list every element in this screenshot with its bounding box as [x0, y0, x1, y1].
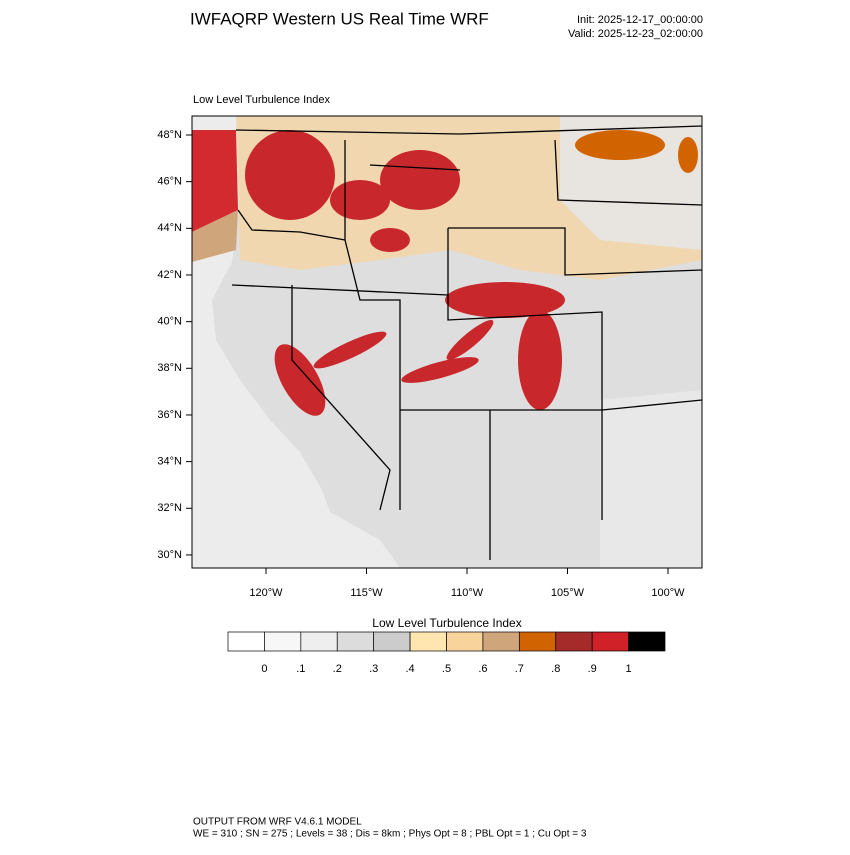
colorbar-box	[336, 631, 375, 652]
colorbar-box	[227, 631, 265, 652]
lon-tick-label: 120°W	[249, 587, 283, 599]
colorbar-label: .3	[369, 663, 378, 675]
lat-tick-label: 48°N	[157, 129, 182, 141]
colorbar-box	[591, 631, 629, 652]
map	[191, 115, 703, 569]
colorbar-label: .8	[551, 663, 560, 675]
colorbar-box	[555, 631, 593, 652]
colorbar-box	[300, 631, 338, 652]
colorbar-label: .9	[588, 663, 597, 675]
lat-tick-label: 36°N	[157, 409, 182, 421]
map-frame	[191, 115, 703, 569]
plains-shade	[600, 390, 702, 568]
lon-tick-label: 100°W	[651, 587, 685, 599]
colorbar-box	[264, 631, 302, 652]
colorbar-box	[628, 631, 666, 652]
lat-tick-label: 46°N	[157, 176, 182, 188]
colorbar-box	[373, 631, 411, 652]
moderate-turbulence	[575, 130, 698, 173]
lon-tick-label: 105°W	[551, 587, 585, 599]
valid-time: Valid: 2025-12-23_02:00:00	[568, 28, 703, 40]
colorbar-box	[409, 631, 447, 652]
colorbar: 0 .1 .2 .3 .4 .5 .6 .7 .8 .9 1	[227, 631, 666, 675]
lat-tick-label: 30°N	[157, 549, 182, 561]
colorbar-box	[518, 631, 557, 652]
footer-line: WE = 310 ; SN = 275 ; Levels = 38 ; Dis …	[193, 829, 587, 840]
state-boundaries	[231, 125, 702, 560]
colorbar-label: .2	[333, 663, 342, 675]
lat-tick-label: 42°N	[157, 269, 182, 281]
panel-title: Low Level Turbulence Index	[193, 94, 330, 106]
colorbar-label: .6	[478, 663, 487, 675]
ocean-turbulence	[192, 210, 238, 262]
lon-tick-label: 110°W	[451, 587, 484, 599]
colorbar-label: .1	[296, 663, 305, 675]
colorbar-title: Low Level Turbulence Index	[372, 616, 521, 630]
lat-tick-label: 32°N	[157, 502, 182, 514]
init-time: Init: 2025-12-17_00:00:00	[577, 14, 703, 26]
colorbar-label: .7	[515, 663, 524, 675]
title: IWFAQRP Western US Real Time WRF	[190, 9, 489, 28]
map-axes: 48°N 46°N 44°N 42°N 40°N 38°N 36°N 34°N 32°N 30°N…	[157, 129, 685, 599]
lat-tick-label: 34°N	[157, 456, 182, 468]
colorbar-box	[446, 631, 484, 652]
colorbar-label: 1	[626, 663, 632, 675]
lat-tick-label: 40°N	[157, 316, 182, 328]
lon-tick-label: 115°W	[350, 587, 383, 599]
colorbar-box	[482, 631, 520, 652]
ocean-turbulence	[192, 130, 238, 232]
colorbar-label: .5	[442, 663, 451, 675]
footer-line: OUTPUT FROM WRF V4.6.1 MODEL	[193, 817, 362, 828]
lat-tick-label: 44°N	[157, 222, 182, 234]
ocean	[192, 116, 400, 568]
lat-tick-label: 38°N	[157, 362, 182, 374]
colorbar-label: 0	[261, 663, 267, 675]
colorbar-label: .4	[405, 663, 414, 675]
